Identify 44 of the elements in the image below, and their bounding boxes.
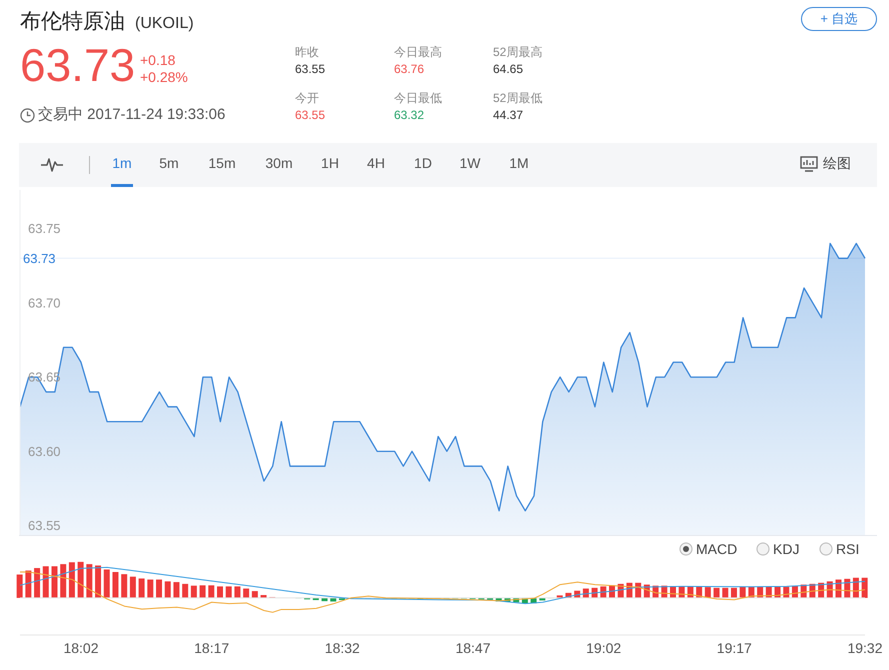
text: 交易中 2017-11-24 19:33:06 bbox=[38, 106, 226, 124]
text: RSI bbox=[836, 541, 860, 557]
text: KDJ bbox=[773, 541, 800, 557]
chart-subtitle: (UKOIL) bbox=[135, 15, 194, 32]
text: 1H bbox=[320, 155, 340, 171]
text: 52周最低 bbox=[493, 91, 542, 106]
text: 64.65 bbox=[493, 62, 524, 76]
text: 63.76 bbox=[394, 62, 424, 76]
text: 1W bbox=[458, 155, 482, 171]
text: 今日最低 bbox=[394, 91, 442, 106]
text: 今开 bbox=[295, 91, 319, 106]
x-tick-label: 19:17 bbox=[716, 640, 752, 656]
text: 4H bbox=[366, 155, 386, 171]
text: 1D bbox=[413, 155, 433, 171]
text: 1M bbox=[508, 155, 530, 171]
y-tick-label: 63.70 bbox=[28, 295, 61, 310]
y-tick-label: 63.60 bbox=[28, 444, 61, 459]
text: 今日最高 bbox=[394, 45, 442, 60]
text: 63.73 bbox=[20, 39, 136, 91]
text: 5m bbox=[158, 155, 180, 171]
text: 63.32 bbox=[394, 108, 424, 122]
chart-title: 布伦特原油 bbox=[20, 10, 125, 33]
text: 63.55 bbox=[295, 62, 326, 76]
text: 44.37 bbox=[493, 108, 524, 122]
x-tick-label: 19:32 bbox=[847, 640, 883, 656]
x-tick-label: 18:47 bbox=[455, 640, 491, 656]
x-tick-label: 18:02 bbox=[63, 640, 99, 656]
x-tick-label: 19:02 bbox=[586, 640, 622, 656]
text: 52周最高 bbox=[493, 45, 542, 60]
text: + 自选 bbox=[801, 7, 877, 31]
text: 30m bbox=[264, 155, 294, 171]
x-tick-label: 18:17 bbox=[194, 640, 230, 656]
text: 15m bbox=[207, 155, 237, 171]
y-tick-label: 63.55 bbox=[28, 518, 61, 534]
ref-line-label: 63.73 bbox=[23, 250, 56, 266]
text: MACD bbox=[696, 541, 738, 557]
text: 63.55 bbox=[295, 108, 326, 122]
x-tick-label: 18:32 bbox=[324, 640, 360, 656]
text: +0.28% bbox=[140, 69, 188, 86]
y-tick-label: 63.75 bbox=[28, 221, 61, 236]
text: 绘图 bbox=[823, 155, 851, 173]
text: +0.18 bbox=[140, 52, 176, 68]
text: 1m bbox=[111, 155, 133, 171]
text: 昨收 bbox=[295, 45, 319, 60]
